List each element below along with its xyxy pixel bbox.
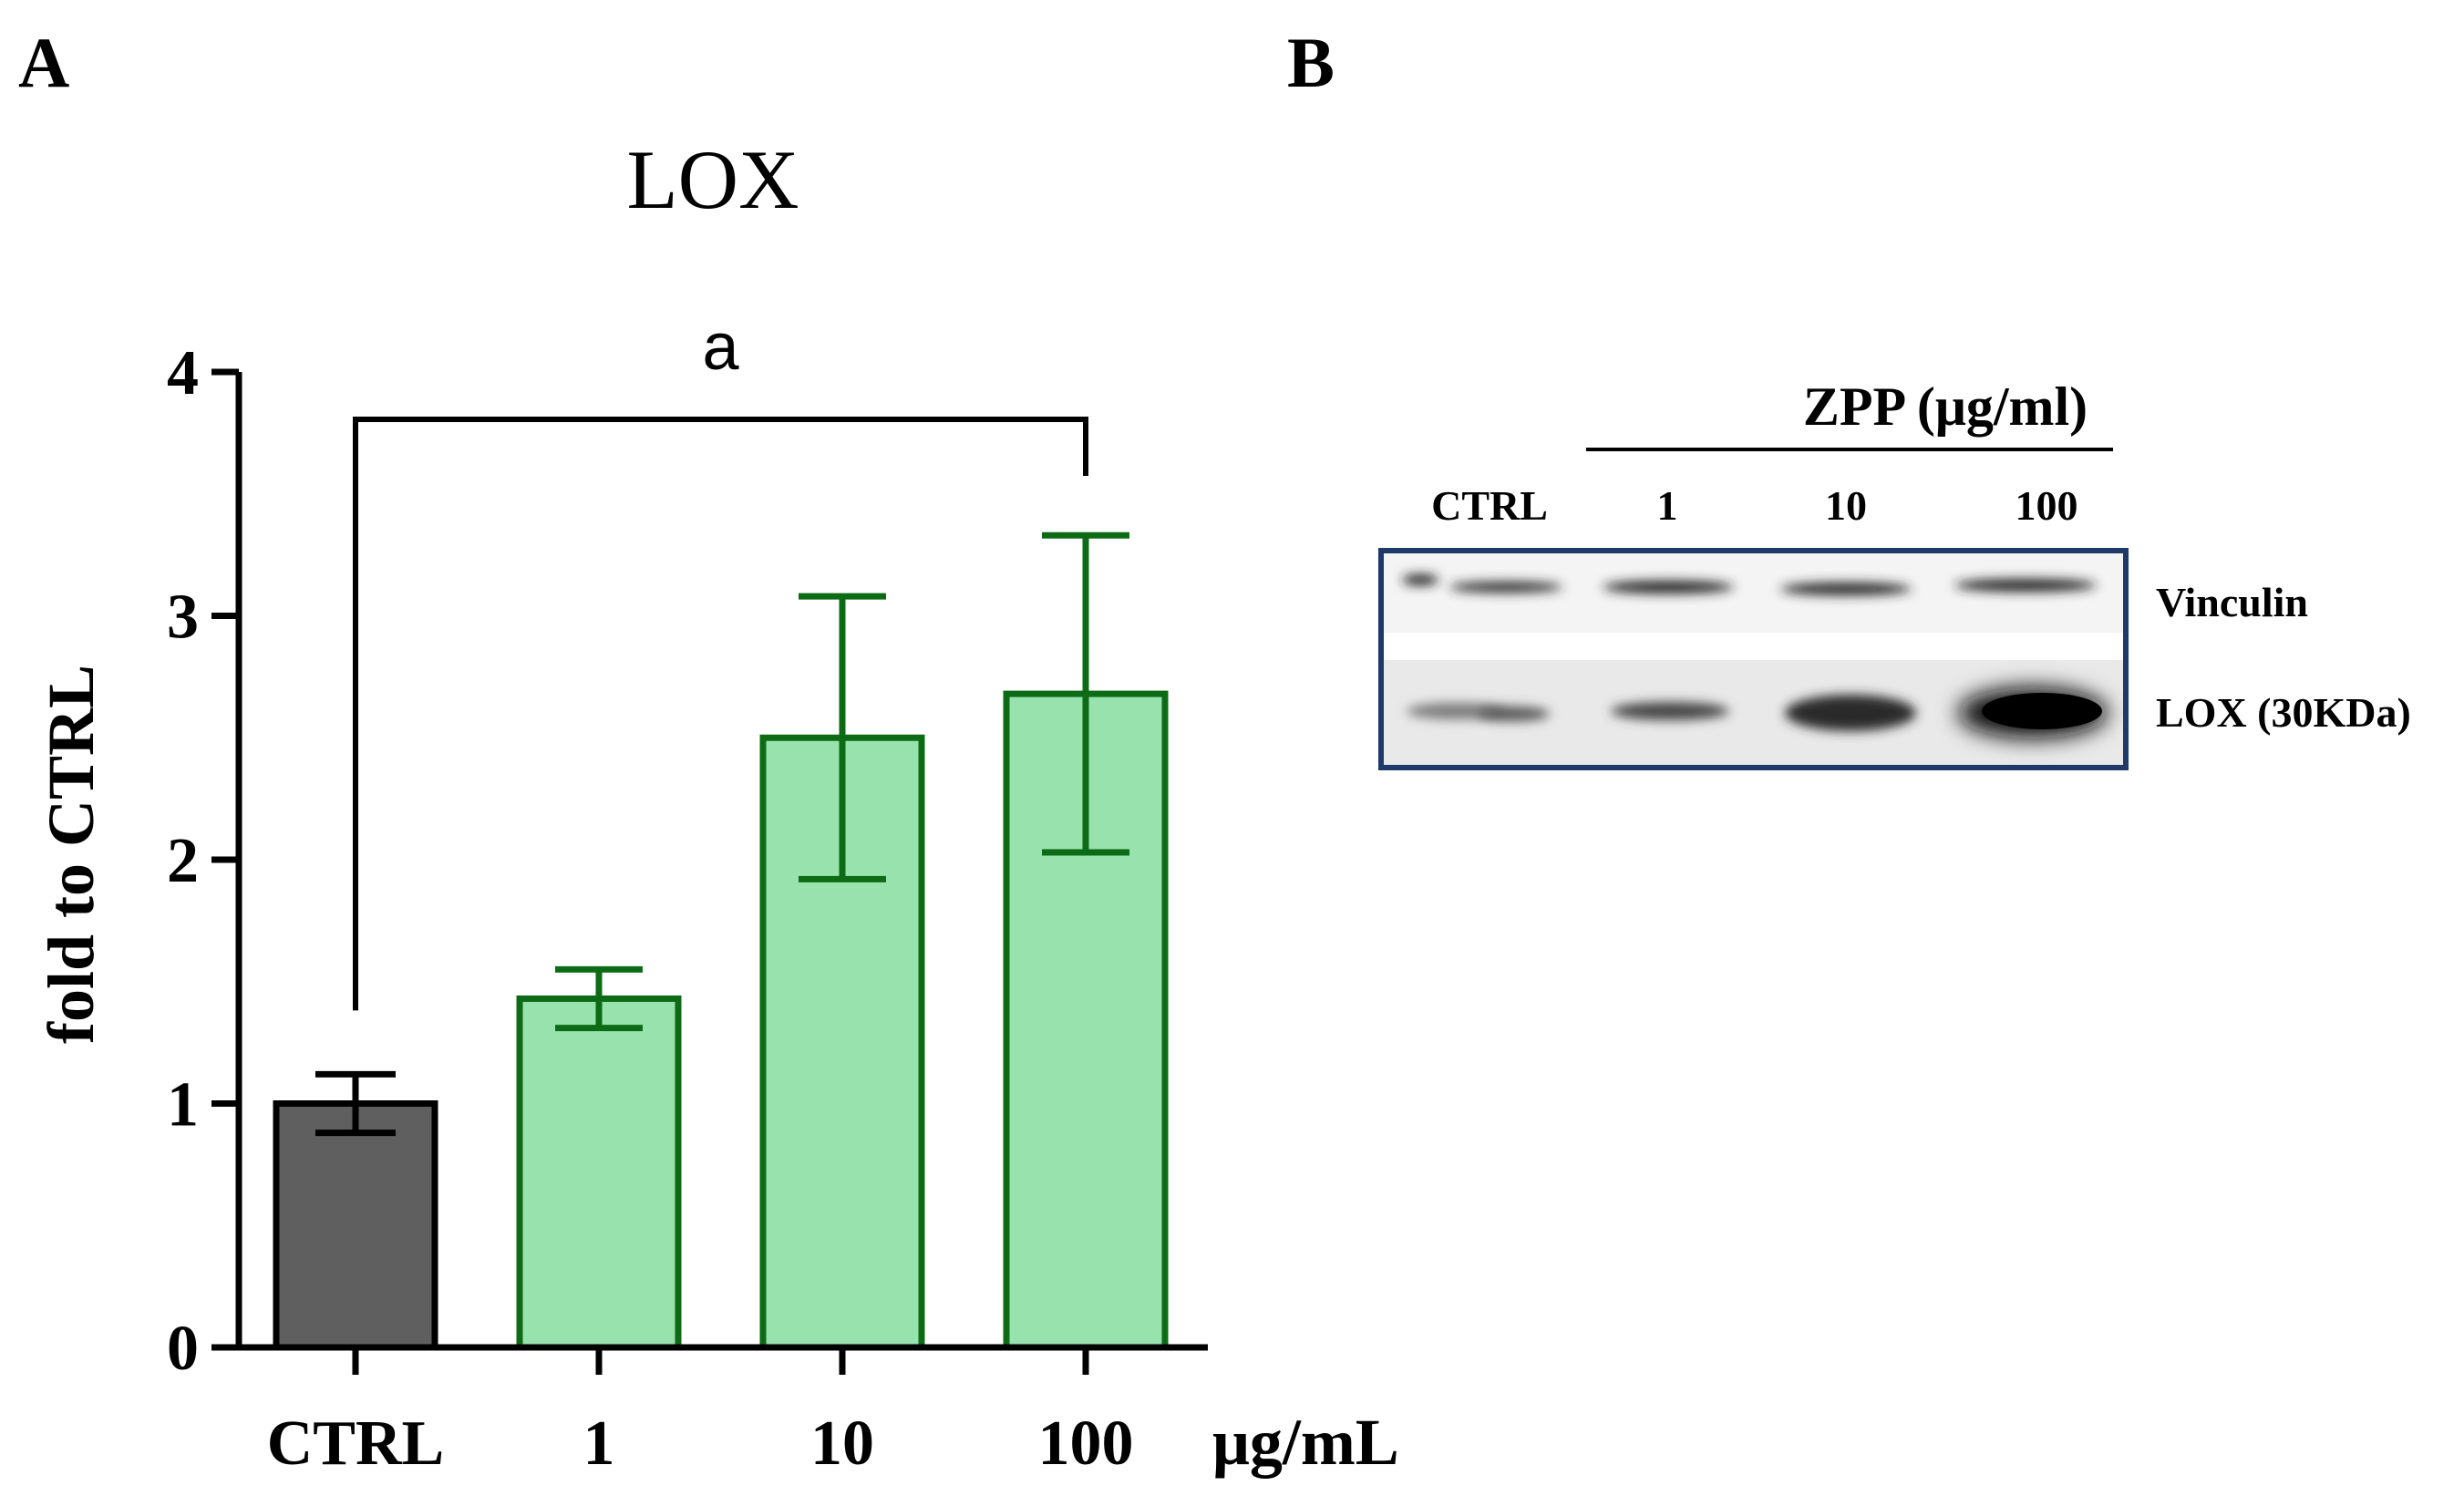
x-tick-label: 10 (810, 1408, 874, 1479)
blot-lane-label: 10 (1825, 482, 1867, 529)
x-tick-label: 100 (1038, 1408, 1134, 1479)
blot-band (1402, 574, 1438, 585)
blot-lane-label: CTRL (1431, 482, 1548, 529)
y-tick-label: 0 (167, 1314, 199, 1384)
y-tick-label: 2 (167, 826, 199, 896)
blot-band (1785, 695, 1916, 731)
chart-title: LOX (626, 133, 799, 226)
blot-band (1611, 702, 1729, 720)
blot-membrane-gap (1381, 633, 2126, 660)
blot-group-label: ZPP (μg/ml) (1803, 377, 2088, 437)
x-tick-label: 1 (583, 1408, 615, 1479)
x-tick-label: CTRL (267, 1408, 444, 1479)
blot-band (1477, 707, 1550, 721)
blot-row-label: LOX (30KDa) (2156, 689, 2411, 736)
y-tick-label: 4 (167, 338, 199, 408)
panel-a-label: A (18, 23, 69, 102)
significance-label: a (702, 311, 739, 384)
blot-band (1603, 581, 1734, 593)
blot-band (1954, 579, 2097, 592)
vinculin-bands (1402, 574, 2097, 595)
blot-band (1780, 583, 1912, 595)
blot-lane-label: 100 (2016, 482, 2078, 529)
panel-b-label: B (1287, 23, 1335, 102)
significance-bracket (353, 417, 1088, 1011)
blot-frame (1378, 548, 2129, 770)
x-unit-label: μg/mL (1212, 1406, 1399, 1479)
western-blot: ZPP (μg/ml) CTRL 1 10 100 Vinculin LOX (… (1378, 377, 2411, 770)
bar-chart: LOX fold to CTRL μg/mL 0 1 2 3 4 a CTRL 1 10 10… (35, 133, 1399, 1479)
bar (273, 1100, 438, 1351)
blot-band (1982, 693, 2102, 729)
blot-lane-label: 1 (1657, 482, 1678, 529)
y-tick-label: 3 (167, 583, 199, 653)
y-axis-label: fold to CTRL (35, 665, 108, 1044)
y-tick-label: 1 (167, 1070, 199, 1140)
lox-bands (1407, 687, 2108, 738)
blot-row-label: Vinculin (2156, 579, 2308, 625)
bar (516, 995, 682, 1351)
blot-band (1449, 582, 1562, 593)
